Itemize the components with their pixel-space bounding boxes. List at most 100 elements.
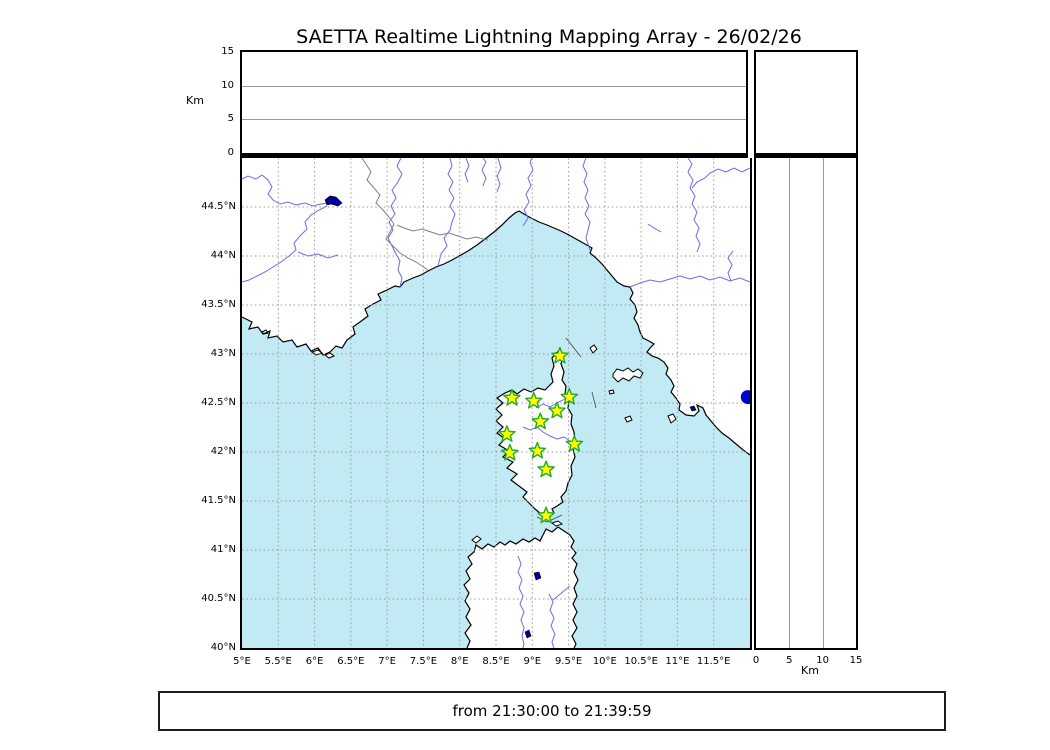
right-panel-km-tick-label: 0 xyxy=(752,655,760,666)
river xyxy=(387,157,403,288)
island xyxy=(471,535,482,544)
latitude-tick-label: 41.5°N xyxy=(201,495,236,506)
lake xyxy=(324,195,343,207)
longitude-tick-label: 8°E xyxy=(450,656,469,667)
altitude-longitude-panel xyxy=(240,50,748,158)
river xyxy=(297,251,339,259)
island xyxy=(612,367,644,383)
river xyxy=(582,157,591,251)
longitude-tick-label: 10°E xyxy=(592,656,617,667)
altitude-tick-label: 0 xyxy=(227,147,234,158)
right-panel-axis-unit-label: Km xyxy=(801,664,819,677)
map-panel xyxy=(240,157,755,650)
right-panel-km-tick-label: 15 xyxy=(849,655,863,666)
admin-border xyxy=(361,157,429,271)
latitude-tick-label: 41°N xyxy=(210,544,236,555)
river xyxy=(535,397,567,409)
latitude-tick-label: 40.5°N xyxy=(201,593,236,604)
altitude-gridline xyxy=(242,119,746,121)
river xyxy=(691,167,751,189)
river xyxy=(496,157,502,193)
altitude-gridline xyxy=(242,85,746,87)
lma-station-marker xyxy=(498,425,516,442)
altitude-tick-label: 15 xyxy=(221,46,234,57)
island xyxy=(608,389,615,395)
sea-boundary-line xyxy=(536,514,563,523)
longitude-tick-label: 11°E xyxy=(665,656,690,667)
river xyxy=(481,157,487,187)
geography-svg xyxy=(241,157,755,649)
right-panel-gridline xyxy=(822,158,824,648)
lma-station-marker xyxy=(551,346,569,364)
time-range-text: from 21:30:00 to 21:39:59 xyxy=(452,702,652,720)
lma-station-marker xyxy=(560,387,579,405)
sea-boundary-line xyxy=(565,337,582,358)
longitude-tick-label: 6.5°E xyxy=(337,656,365,667)
river xyxy=(548,593,556,649)
island xyxy=(624,415,633,423)
map-svg xyxy=(241,157,755,649)
latitude-tick-label: 43°N xyxy=(210,348,236,359)
lma-station-marker xyxy=(565,435,584,452)
altitude-tick-label: 10 xyxy=(221,79,234,91)
lma-station-marker xyxy=(537,460,555,478)
latitude-tick-label: 42.5°N xyxy=(201,397,236,408)
sea-boundary-line xyxy=(591,391,597,409)
lma-station-marker xyxy=(531,412,550,430)
top-right-empty-box xyxy=(754,50,858,158)
longitude-tick-label: 9.5°E xyxy=(554,656,583,667)
river xyxy=(727,250,734,282)
island xyxy=(589,344,598,354)
corsica-coastline xyxy=(495,350,576,517)
lake xyxy=(524,629,532,639)
longitude-tick-label: 7.5°E xyxy=(409,656,438,667)
altitude-axis-unit-label: Km xyxy=(186,94,204,107)
river xyxy=(552,585,571,601)
sardinia-land xyxy=(464,527,578,648)
lma-station-marker xyxy=(528,441,547,459)
corsica-land xyxy=(496,351,575,516)
sardinia-coastline xyxy=(463,526,579,649)
longitude-tick-label: 5.5°E xyxy=(264,656,292,667)
admin-border xyxy=(396,224,489,241)
right-panel-gridline xyxy=(789,158,791,648)
longitude-tick-label: 6°E xyxy=(305,656,324,667)
right-panel-km-tick-label: 10 xyxy=(816,655,830,666)
lma-station-marker xyxy=(525,391,543,409)
latitude-tick-label: 44.5°N xyxy=(201,201,236,212)
latitude-tick-label: 42°N xyxy=(210,446,236,457)
longitude-tick-label: 7°E xyxy=(378,656,396,667)
lake xyxy=(533,571,542,581)
river xyxy=(522,157,534,227)
mainland-land xyxy=(242,158,750,455)
river xyxy=(517,555,525,649)
lma-station-marker xyxy=(503,388,521,406)
altitude-tick-label: 5 xyxy=(227,113,234,125)
altitude-latitude-panel xyxy=(754,158,858,650)
river xyxy=(464,157,470,183)
latitude-tick-label: 43.5°N xyxy=(201,299,236,310)
longitude-tick-label: 10.5°E xyxy=(624,656,658,667)
river xyxy=(241,174,328,207)
longitude-tick-label: 8.5°E xyxy=(482,656,510,667)
time-range-bar: from 21:30:00 to 21:39:59 xyxy=(158,691,946,731)
latitude-tick-label: 40°N xyxy=(210,642,236,653)
longitude-tick-label: 11.5°E xyxy=(696,656,731,667)
river xyxy=(647,223,662,233)
river xyxy=(437,157,456,267)
lma-station-marker xyxy=(537,506,555,524)
longitude-tick-label: 9°E xyxy=(523,656,542,667)
river xyxy=(241,205,328,283)
island xyxy=(667,413,677,424)
lma-station-marker xyxy=(548,401,566,419)
mainland-coastline xyxy=(241,210,751,456)
island xyxy=(550,520,564,527)
plot-title: SAETTA Realtime Lightning Mapping Array … xyxy=(296,26,802,48)
latitude-tick-label: 44°N xyxy=(210,250,236,261)
river xyxy=(687,157,701,253)
longitude-tick-label: 5°E xyxy=(233,656,251,667)
river xyxy=(629,275,751,288)
right-panel-km-tick-label: 5 xyxy=(786,655,793,666)
lake xyxy=(689,405,697,412)
